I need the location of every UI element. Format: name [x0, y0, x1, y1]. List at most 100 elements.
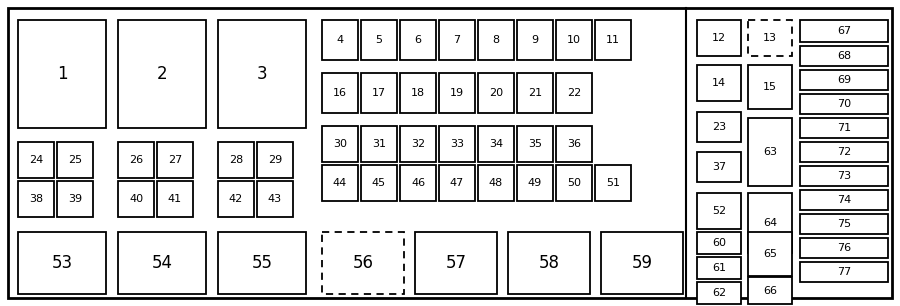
Text: 62: 62	[712, 288, 726, 298]
Text: 73: 73	[837, 171, 851, 181]
Text: 49: 49	[528, 178, 542, 188]
Text: 5: 5	[375, 35, 382, 45]
Text: 64: 64	[763, 218, 777, 228]
Bar	[478, 165, 514, 201]
Bar	[595, 20, 631, 60]
Text: 24: 24	[29, 155, 43, 165]
Text: 1: 1	[57, 65, 68, 83]
Text: 69: 69	[837, 75, 851, 85]
Bar	[322, 232, 404, 294]
Bar	[800, 190, 888, 210]
Text: 34: 34	[489, 139, 503, 149]
Text: 18: 18	[411, 88, 425, 98]
Text: 48: 48	[489, 178, 503, 188]
Text: 57: 57	[446, 254, 466, 272]
Bar	[748, 65, 792, 109]
Text: 61: 61	[712, 263, 726, 273]
Text: 46: 46	[411, 178, 425, 188]
Text: 54: 54	[151, 254, 173, 272]
Text: 74: 74	[837, 195, 851, 205]
Bar	[218, 181, 254, 217]
Text: 21: 21	[528, 88, 542, 98]
Text: 14: 14	[712, 78, 726, 88]
Bar	[361, 165, 397, 201]
Text: 77: 77	[837, 267, 851, 277]
Bar	[800, 118, 888, 138]
Text: 32: 32	[411, 139, 425, 149]
Bar	[257, 142, 293, 178]
Bar	[118, 20, 206, 128]
Text: 42: 42	[229, 194, 243, 204]
Text: 20: 20	[489, 88, 503, 98]
Bar	[322, 73, 358, 113]
Bar	[697, 257, 741, 279]
Text: 16: 16	[333, 88, 347, 98]
Text: 38: 38	[29, 194, 43, 204]
Text: 60: 60	[712, 238, 726, 248]
Text: 51: 51	[606, 178, 620, 188]
Bar	[18, 181, 54, 217]
Text: 29: 29	[268, 155, 282, 165]
Bar	[748, 118, 792, 186]
Bar	[556, 165, 592, 201]
Bar	[18, 20, 106, 128]
Text: 45: 45	[372, 178, 386, 188]
Text: 28: 28	[229, 155, 243, 165]
Bar	[322, 165, 358, 201]
Text: 35: 35	[528, 139, 542, 149]
Text: 71: 71	[837, 123, 851, 133]
Bar	[748, 20, 792, 56]
Text: 44: 44	[333, 178, 347, 188]
Bar	[439, 73, 475, 113]
Bar	[697, 20, 741, 56]
Text: 3: 3	[256, 65, 267, 83]
Text: 39: 39	[68, 194, 82, 204]
Bar	[218, 20, 306, 128]
Bar	[218, 142, 254, 178]
Bar	[322, 20, 358, 60]
Bar	[556, 20, 592, 60]
Bar	[800, 70, 888, 90]
Text: 53: 53	[51, 254, 73, 272]
Bar	[218, 232, 306, 294]
Bar	[400, 20, 436, 60]
Bar	[800, 142, 888, 162]
Bar	[800, 46, 888, 66]
Bar	[57, 142, 93, 178]
Bar	[439, 126, 475, 162]
Text: 65: 65	[763, 249, 777, 259]
Text: 36: 36	[567, 139, 581, 149]
Bar	[800, 238, 888, 258]
Bar	[322, 126, 358, 162]
Bar	[508, 232, 590, 294]
Text: 17: 17	[372, 88, 386, 98]
Text: 55: 55	[251, 254, 273, 272]
Bar	[57, 181, 93, 217]
Bar	[697, 232, 741, 254]
Text: 22: 22	[567, 88, 581, 98]
Text: 52: 52	[712, 206, 726, 216]
Bar	[157, 142, 193, 178]
Text: 9: 9	[531, 35, 538, 45]
Bar	[478, 20, 514, 60]
Text: 50: 50	[567, 178, 581, 188]
Text: 59: 59	[632, 254, 652, 272]
Text: 13: 13	[763, 33, 777, 43]
Text: 66: 66	[763, 285, 777, 296]
Text: 30: 30	[333, 139, 347, 149]
Text: 63: 63	[763, 147, 777, 157]
Bar	[697, 112, 741, 142]
Bar	[556, 126, 592, 162]
Text: 12: 12	[712, 33, 726, 43]
Text: 31: 31	[372, 139, 386, 149]
Text: 75: 75	[837, 219, 851, 229]
Bar	[361, 126, 397, 162]
Text: 11: 11	[606, 35, 620, 45]
Bar	[748, 193, 792, 253]
Bar	[697, 193, 741, 229]
Text: 72: 72	[837, 147, 851, 157]
Bar	[800, 20, 888, 42]
Bar	[517, 20, 553, 60]
Bar	[800, 214, 888, 234]
Text: 19: 19	[450, 88, 464, 98]
